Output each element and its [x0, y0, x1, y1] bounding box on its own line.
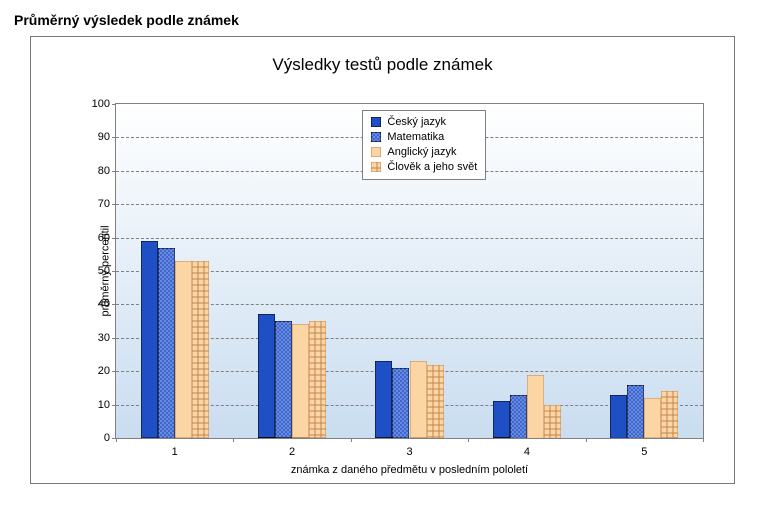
- y-tick-label: 10: [98, 399, 116, 411]
- legend-label: Matematika: [387, 130, 444, 145]
- bar: [627, 385, 644, 438]
- y-tick-label: 100: [92, 98, 116, 110]
- chart-title: Výsledky testů podle známek: [51, 55, 714, 75]
- bar: [158, 248, 175, 438]
- legend-item: Člověk a jeho svět: [371, 160, 477, 175]
- legend-label: Člověk a jeho svět: [387, 160, 477, 175]
- x-tick-label: 5: [641, 438, 647, 458]
- gridline: [116, 238, 703, 239]
- bar: [192, 261, 209, 438]
- bar: [410, 361, 427, 438]
- bar: [493, 401, 510, 438]
- bar: [309, 321, 326, 438]
- legend: Český jazykMatematikaAnglický jazykČlově…: [362, 110, 486, 180]
- bar: [510, 395, 527, 438]
- legend-item: Matematika: [371, 130, 477, 145]
- x-tick-label: 1: [172, 438, 178, 458]
- gridline: [116, 204, 703, 205]
- y-tick-label: 30: [98, 332, 116, 344]
- bar: [644, 398, 661, 438]
- y-tick-label: 50: [98, 265, 116, 277]
- bar: [275, 321, 292, 438]
- y-tick-label: 60: [98, 232, 116, 244]
- x-tick-label: 2: [289, 438, 295, 458]
- legend-label: Český jazyk: [387, 115, 446, 130]
- y-tick-label: 70: [98, 198, 116, 210]
- bar: [141, 241, 158, 438]
- bar: [392, 368, 409, 438]
- legend-swatch: [371, 117, 381, 127]
- legend-label: Anglický jazyk: [387, 145, 456, 160]
- bar: [258, 314, 275, 438]
- y-tick-label: 80: [98, 165, 116, 177]
- legend-swatch: [371, 162, 381, 172]
- y-tick-label: 20: [98, 365, 116, 377]
- page-title: Průměrný výsledek podle známek: [0, 0, 765, 36]
- x-tick-label: 3: [406, 438, 412, 458]
- bar: [375, 361, 392, 438]
- chart-container: Výsledky testů podle známek průměrný per…: [30, 36, 735, 484]
- bar: [544, 405, 561, 438]
- legend-swatch: [371, 132, 381, 142]
- bar: [661, 391, 678, 438]
- y-tick-label: 0: [104, 432, 116, 444]
- plot-area: průměrný percentil známka z daného předm…: [115, 103, 704, 439]
- y-tick-label: 90: [98, 131, 116, 143]
- bar: [175, 261, 192, 438]
- legend-item: Český jazyk: [371, 115, 477, 130]
- x-tick-label: 4: [524, 438, 530, 458]
- legend-swatch: [371, 147, 381, 157]
- bar: [427, 365, 444, 438]
- legend-item: Anglický jazyk: [371, 145, 477, 160]
- bar: [292, 324, 309, 438]
- bar: [610, 395, 627, 438]
- bar: [527, 375, 544, 438]
- y-tick-label: 40: [98, 298, 116, 310]
